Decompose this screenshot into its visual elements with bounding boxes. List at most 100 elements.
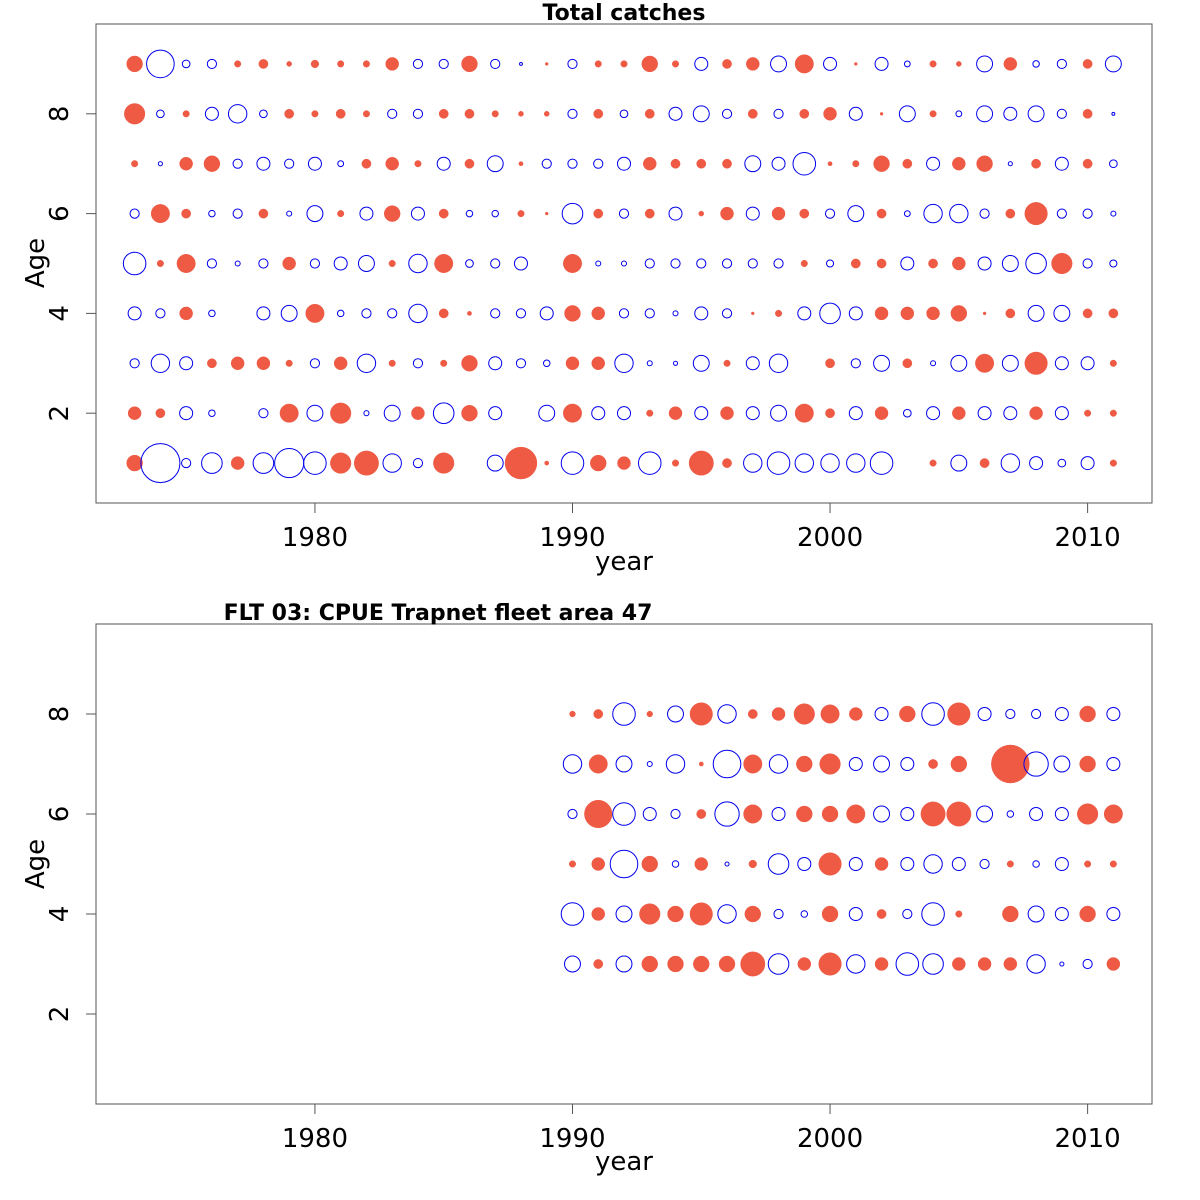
bubble-negative [615, 955, 633, 973]
bubble-negative [848, 306, 863, 321]
bubble-negative [900, 856, 915, 872]
bubble-negative [745, 356, 760, 371]
bubble-positive [955, 910, 963, 918]
bubble-negative [206, 258, 218, 269]
bubble-negative [1054, 356, 1069, 371]
bubble-negative [1029, 456, 1044, 471]
bubble-negative [672, 360, 679, 366]
bubble-negative [337, 160, 345, 168]
bubble-positive [385, 156, 399, 171]
bubble-negative [873, 354, 891, 372]
x-tick-label: 2010 [1055, 523, 1121, 553]
bubble-negative [1109, 259, 1118, 268]
plot-title: Total catches [543, 1, 706, 26]
bubble-negative [309, 258, 321, 269]
bubble-positive [746, 57, 760, 71]
bubble-positive [411, 406, 425, 420]
bubble-positive [383, 205, 401, 222]
bubble-positive [743, 804, 763, 824]
y-axis-title: Age [21, 238, 51, 288]
bubble-positive [461, 55, 478, 73]
bubble-negative [490, 58, 501, 70]
bubble-negative [692, 105, 710, 123]
bubble-negative [432, 402, 455, 424]
bubble-negative [1057, 458, 1067, 468]
bubble-negative [1006, 810, 1015, 818]
bubble-positive [827, 161, 833, 167]
bubble-negative [412, 457, 424, 469]
bubble-positive [1082, 108, 1093, 119]
bubble-negative [898, 105, 916, 123]
bubble-positive [156, 260, 164, 267]
bubble-positive [1051, 252, 1073, 275]
bubble-negative [921, 902, 945, 926]
bubble-positive [879, 112, 884, 116]
bubble-positive [1024, 351, 1048, 375]
bubble-negative [1082, 258, 1093, 269]
bubble-negative [900, 256, 915, 271]
bubble-negative [637, 451, 662, 475]
bubble-negative [747, 258, 758, 269]
bubble-negative [770, 55, 788, 73]
bubble-negative [1007, 161, 1013, 167]
bubble-positive [641, 955, 658, 973]
bubble-negative [541, 158, 552, 169]
bubble-positive [467, 311, 472, 316]
bubble-negative [515, 358, 527, 369]
bubble-negative [771, 806, 786, 822]
bubble-positive [333, 356, 348, 371]
bubble-negative [848, 106, 863, 121]
bubble-positive [722, 158, 732, 169]
bubble-positive [747, 709, 758, 719]
bubble-positive [723, 359, 731, 367]
bubble-negative [155, 308, 166, 319]
bubble-negative [408, 303, 428, 324]
bubble-negative [846, 954, 866, 974]
bubble-negative [977, 256, 992, 271]
bubble-negative [642, 806, 657, 822]
bubble-positive [920, 801, 946, 827]
bubble-negative [357, 255, 375, 272]
bubble-positive [821, 905, 839, 923]
bubble-positive [1079, 755, 1096, 773]
bubble-positive [388, 260, 396, 267]
bubble-positive [946, 801, 972, 827]
bubble-negative [1027, 304, 1045, 322]
bubble-positive [284, 108, 295, 119]
bubble-negative [465, 259, 474, 268]
bubble-positive [464, 158, 475, 169]
bubble-positive [127, 406, 142, 420]
bubble-negative [333, 256, 348, 271]
bubble-negative [873, 755, 891, 773]
bubble-positive [854, 62, 858, 66]
bubble-negative [232, 208, 243, 219]
bubble-negative [903, 210, 911, 218]
bubble-negative [745, 406, 760, 421]
bubble-negative [542, 359, 551, 368]
bubble-negative [1054, 706, 1069, 722]
bubble-negative [234, 260, 241, 267]
bubble-negative [274, 448, 305, 479]
bubble-negative [408, 253, 428, 274]
bubble-negative [800, 910, 809, 918]
bubble-negative [850, 358, 861, 369]
bubble-negative [930, 360, 937, 367]
bubble-positive [952, 156, 966, 171]
bubble-positive [1077, 803, 1099, 825]
bubble-negative [619, 109, 629, 119]
bubble-positive [976, 155, 993, 172]
bubble-negative [609, 849, 639, 879]
y-tick-label: 4 [45, 305, 75, 322]
bubble-positive [956, 61, 962, 67]
bubble-positive [1005, 208, 1016, 219]
bubble-positive [800, 260, 808, 267]
x-tick-label: 2000 [797, 1124, 863, 1154]
bubble-positive [305, 303, 325, 323]
bubble-positive [256, 356, 271, 371]
plot-frame [95, 23, 1153, 504]
bubble-positive [793, 703, 815, 725]
bubble-negative [1027, 905, 1045, 923]
bubble-negative [567, 58, 578, 70]
bubble-positive [926, 306, 940, 321]
bubble-negative [1054, 856, 1069, 872]
